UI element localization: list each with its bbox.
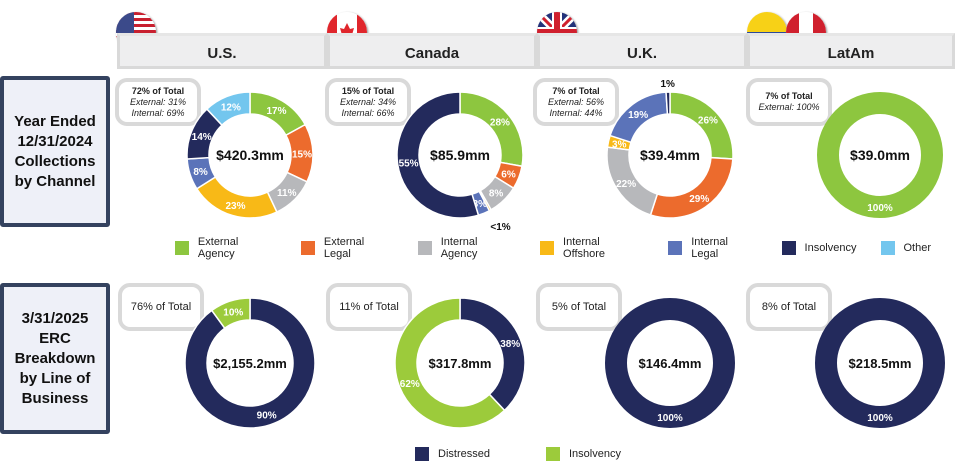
legend-swatch [175, 241, 189, 255]
callout-uk: 7% of Total External: 56% Internal: 44% [533, 78, 619, 126]
callout-uk-erc: 5% of Total [536, 283, 622, 331]
legend-bottom: Distressed Insolvency [415, 447, 677, 461]
donut-chart-3: 100% $39.0mm [817, 92, 943, 218]
legend-label: Insolvency [804, 242, 857, 254]
legend-top: External Agency External Legal Internal Ag… [175, 236, 955, 260]
legend-label: Internal Legal [691, 236, 728, 260]
slice-external-agency [817, 92, 943, 218]
data-label: 12% [221, 103, 241, 114]
donut-chart-6: 100% $146.4mm [605, 298, 735, 428]
header-latam: LatAm [747, 33, 955, 69]
data-label: 100% [657, 413, 683, 424]
slice-insolvency [396, 91, 480, 219]
header-us: U.S. [117, 33, 327, 69]
data-label: 26% [698, 115, 718, 126]
donut-chart-2: 26% 29% 22% 3% 19% 1% $39.4mm [606, 79, 734, 219]
legend-swatch [545, 447, 560, 461]
slice-insolvency [665, 91, 671, 115]
data-label: 23% [225, 201, 245, 212]
legend-item: External Agency [175, 236, 277, 260]
donut-chart-7: 100% $218.5mm [815, 298, 945, 428]
slice-distressed [605, 298, 735, 428]
data-label: 10% [223, 308, 243, 319]
legend-label: Insolvency [568, 448, 621, 460]
data-label: 3% [612, 140, 627, 151]
data-label: 17% [266, 106, 286, 117]
slice-distressed [815, 298, 945, 428]
donut-chart-5: 38% 62% $317.8mm [394, 297, 526, 429]
data-label: 100% [867, 203, 893, 214]
data-label: 55% [399, 159, 419, 170]
data-label: 38% [500, 339, 520, 350]
callout-canada: 15% of Total External: 34% Internal: 66% [325, 78, 411, 126]
callout-latam-erc: 8% of Total [746, 283, 832, 331]
header-canada: Canada [327, 33, 537, 69]
slice-distressed [184, 297, 316, 429]
data-label: 19% [628, 110, 648, 121]
legend-swatch [300, 241, 315, 255]
data-label: 11% [277, 188, 297, 199]
data-label: 3% [473, 199, 488, 210]
callout-canada-erc: 11% of Total [326, 283, 412, 331]
slice-insolvency [210, 297, 251, 330]
data-label: 14% [192, 132, 212, 143]
data-label: 100% [867, 413, 893, 424]
legend-swatch [417, 241, 432, 255]
legend-swatch [781, 241, 796, 255]
data-label: 1% [661, 79, 676, 90]
legend-item: Insolvency [545, 447, 621, 461]
legend-item: External Legal [300, 236, 394, 260]
legend-label: Other [903, 242, 932, 254]
data-label: 62% [400, 379, 420, 390]
legend-label: Internal Agency [440, 236, 478, 260]
legend-item: Distressed [415, 447, 490, 461]
data-label: 15% [292, 149, 312, 160]
legend-swatch [415, 447, 429, 461]
legend-label: Distressed [438, 448, 490, 460]
data-label: 29% [689, 194, 709, 205]
center-total: $218.5mm [849, 356, 912, 371]
data-label: 6% [501, 170, 516, 181]
legend-swatch [880, 241, 895, 255]
row-label-collections: Year Ended 12/31/2024 Collections by Cha… [0, 76, 110, 227]
slice-insolvency [394, 297, 506, 429]
legend-item: Other [880, 241, 932, 255]
legend-item: Internal Agency [417, 236, 516, 260]
legend-item: Internal Offshore [540, 236, 644, 260]
callout-us-erc: 76% of Total [118, 283, 204, 331]
data-label: 90% [257, 410, 277, 421]
legend-swatch [668, 241, 683, 255]
legend-item: Insolvency [781, 241, 857, 255]
center-total: $317.8mm [429, 356, 492, 371]
data-label: <1% [490, 222, 510, 233]
callout-latam: 7% of Total External: 100% [746, 78, 832, 126]
center-total: $2,155.2mm [213, 356, 287, 371]
slice-distressed [459, 297, 526, 412]
donut-chart-0: 17% 15% 11% 23% 8% 14% 12% $420.3mm [186, 91, 314, 219]
slice-external-legal [649, 156, 734, 219]
donut-chart-1: 28% 6% 8% <1% 3% 55% $85.9mm [396, 91, 524, 233]
data-label: 22% [616, 179, 636, 190]
data-label: 8% [489, 188, 504, 199]
center-total: $85.9mm [430, 147, 490, 163]
legend-swatch [540, 241, 555, 255]
row-label-erc: 3/31/2025 ERC Breakdown by Line of Busin… [0, 283, 110, 434]
donut-chart-4: 90% 10% $2,155.2mm [184, 297, 316, 429]
center-total: $420.3mm [216, 147, 284, 163]
legend-label: External Legal [323, 236, 365, 260]
legend-label: External Agency [197, 236, 239, 260]
center-total: $39.4mm [640, 147, 700, 163]
legend-label: Internal Offshore [563, 236, 606, 260]
legend-item: Internal Legal [668, 236, 757, 260]
data-label: 8% [193, 167, 208, 178]
callout-us: 72% of Total External: 31% Internal: 69% [115, 78, 201, 126]
data-label: 28% [490, 118, 510, 129]
header-uk: U.K. [537, 33, 747, 69]
slice-other [205, 91, 251, 127]
center-total: $146.4mm [639, 356, 702, 371]
center-total: $39.0mm [850, 147, 910, 163]
